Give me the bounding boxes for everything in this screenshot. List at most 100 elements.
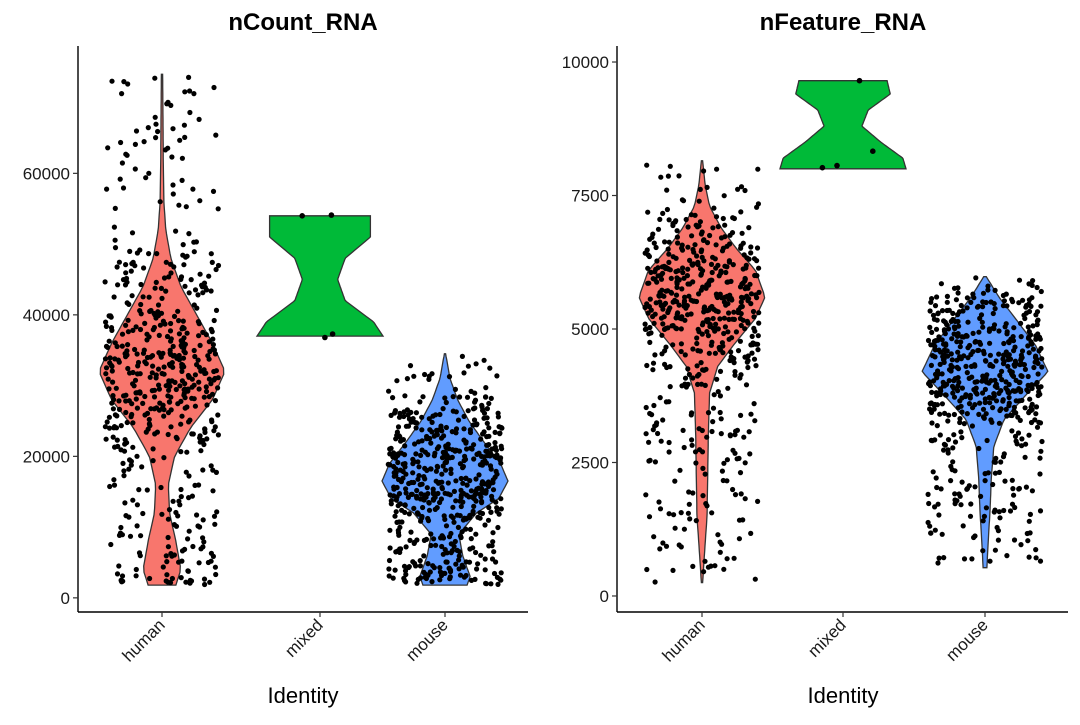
data-point [187,88,193,94]
data-point [687,257,693,263]
data-point [986,328,993,334]
data-point [870,148,876,154]
data-point [168,270,174,276]
data-point [448,466,454,472]
data-point [1005,363,1011,369]
data-point [717,409,723,416]
data-point [713,214,720,220]
data-point [742,460,748,466]
data-point [644,362,650,369]
data-point [132,377,139,383]
data-point [196,560,202,566]
data-point [182,381,188,387]
data-point [187,580,193,586]
data-point [935,560,941,566]
data-point [642,321,648,327]
data-point [675,310,681,316]
data-point [748,244,754,250]
data-point [1006,394,1012,401]
data-point [405,494,411,500]
data-point [166,387,172,393]
data-point [457,394,463,400]
data-point [170,498,176,504]
data-point [734,427,741,433]
data-point [1011,492,1017,498]
data-point [176,357,182,363]
y-tick-label: 0 [600,587,609,606]
data-point [197,433,203,439]
data-point [664,187,670,193]
data-point [982,386,989,392]
data-point [445,491,451,497]
data-point [1016,486,1022,492]
data-point [721,330,727,337]
data-point [750,342,756,348]
data-point [704,240,711,246]
data-point [185,386,191,392]
data-point [937,411,943,417]
data-point [752,576,758,582]
data-point [431,565,437,571]
data-point [685,266,691,272]
data-point [731,309,737,315]
data-point [1009,372,1016,378]
data-point [962,393,969,400]
data-point [987,361,993,368]
data-point [646,280,652,286]
data-point [435,490,441,497]
data-point [680,265,686,271]
data-point [479,481,485,487]
data-point [957,419,963,426]
data-point [488,509,494,515]
data-point [173,509,179,516]
data-point [472,397,479,403]
data-point [211,513,218,519]
data-point [152,114,158,120]
data-point [130,497,136,503]
data-point [1012,344,1018,350]
data-point [417,563,423,569]
data-point [689,442,695,448]
data-point [690,563,696,570]
data-point [483,385,489,391]
data-point [179,558,185,564]
data-point [755,341,761,347]
data-point [1000,361,1007,367]
data-point [1025,335,1032,341]
data-point [644,247,650,253]
data-point [1000,398,1006,404]
data-point [151,387,158,393]
data-point [111,397,117,403]
data-point [112,205,118,211]
data-point [133,390,139,396]
data-point [208,326,214,332]
data-point [658,315,665,321]
x-tick-label: human [659,615,709,665]
data-point [958,429,964,435]
data-point [943,342,949,348]
data-point [1031,364,1037,371]
data-point [748,291,755,297]
data-point [743,382,750,388]
data-point [1036,419,1042,425]
data-point [445,480,451,486]
data-point [701,258,707,264]
data-point [672,525,678,531]
data-point [134,502,140,508]
data-point [699,229,705,235]
data-point [410,456,416,462]
data-point [954,339,960,345]
data-point [650,367,656,373]
data-point [970,349,976,355]
data-point [399,519,405,525]
data-point [1025,324,1031,330]
data-point [937,432,943,438]
data-point [672,478,678,484]
data-point [125,329,131,335]
data-point [487,365,493,371]
data-point [717,316,723,322]
data-point [329,331,336,337]
data-point [123,409,129,416]
data-point [689,437,695,443]
data-point [1023,484,1029,490]
